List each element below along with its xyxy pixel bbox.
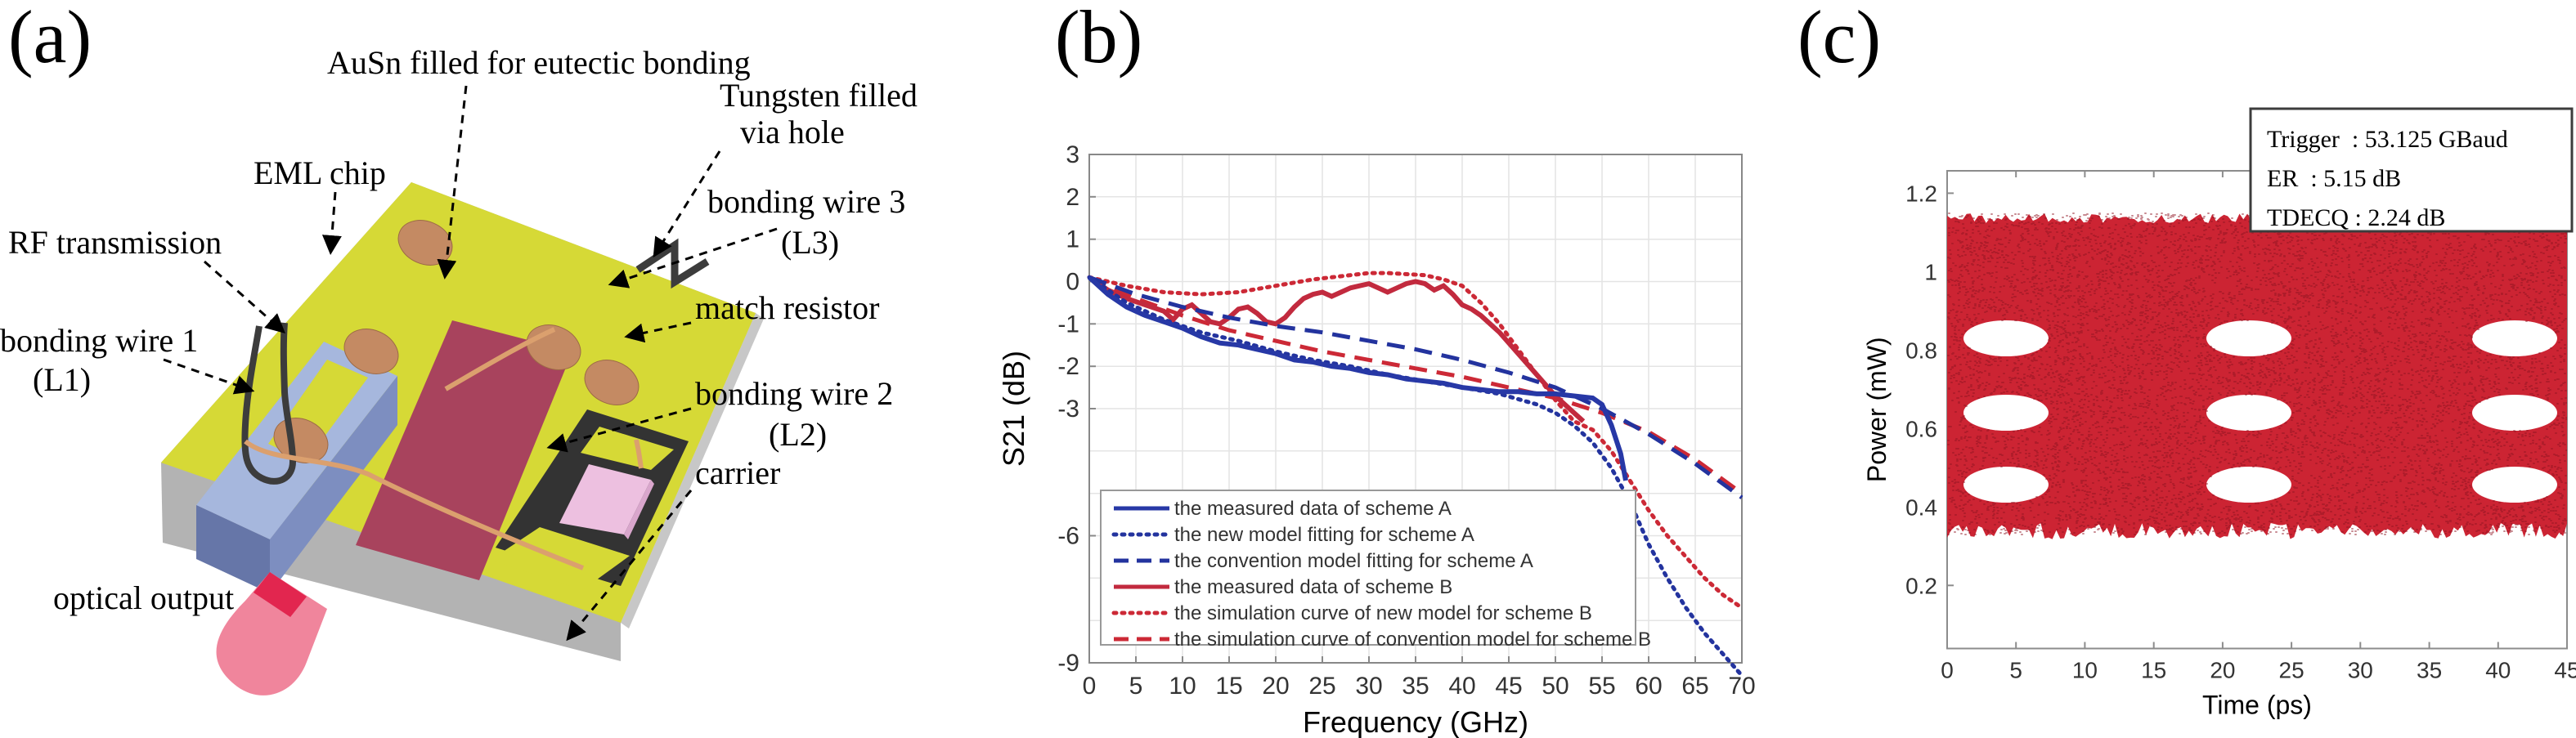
svg-text:0: 0 (1066, 269, 1079, 296)
svg-text:40: 40 (1448, 673, 1475, 700)
svg-text:50: 50 (1542, 673, 1568, 700)
svg-text:70: 70 (1728, 673, 1755, 700)
svg-text:25: 25 (2279, 658, 2304, 683)
svg-text:10: 10 (1169, 673, 1196, 700)
svg-text:bonding wire 3: bonding wire 3 (707, 183, 905, 220)
svg-text:TDECQ : 2.24 dB: TDECQ : 2.24 dB (2267, 204, 2445, 231)
svg-text:10: 10 (2072, 658, 2098, 683)
svg-text:40: 40 (2485, 658, 2511, 683)
svg-text:60: 60 (1635, 673, 1662, 700)
svg-text:0: 0 (1083, 673, 1097, 700)
svg-text:0: 0 (1941, 658, 1954, 683)
svg-text:1: 1 (1066, 226, 1079, 253)
svg-text:-2: -2 (1057, 353, 1079, 380)
svg-text:35: 35 (1402, 673, 1429, 700)
svg-text:15: 15 (1215, 673, 1242, 700)
svg-text:65: 65 (1681, 673, 1708, 700)
svg-text:5: 5 (1129, 673, 1143, 700)
svg-text:1: 1 (1924, 259, 1937, 284)
svg-text:-1: -1 (1057, 311, 1079, 338)
svg-text:45: 45 (1495, 673, 1522, 700)
svg-text:Trigger : 53.125 GBaud: Trigger : 53.125 GBaud (2267, 126, 2508, 153)
svg-text:bonding wire 1: bonding wire 1 (0, 322, 198, 359)
svg-text:Tungsten filled: Tungsten filled (720, 77, 918, 114)
svg-text:30: 30 (1355, 673, 1382, 700)
svg-text:via hole: via hole (740, 114, 845, 150)
svg-text:55: 55 (1588, 673, 1615, 700)
svg-text:35: 35 (2417, 658, 2442, 683)
svg-text:the simulation curve of new mo: the simulation curve of new model for sc… (1174, 602, 1592, 624)
svg-text:(L1): (L1) (33, 361, 91, 398)
svg-text:0.6: 0.6 (1905, 416, 1937, 441)
svg-text:AuSn filled for eutectic bondi: AuSn filled for eutectic bonding (327, 44, 751, 81)
svg-text:20: 20 (1262, 673, 1289, 700)
svg-text:carrier: carrier (695, 454, 780, 491)
svg-text:0.2: 0.2 (1905, 573, 1937, 598)
svg-text:0.4: 0.4 (1905, 494, 1937, 520)
svg-text:45: 45 (2554, 658, 2576, 683)
svg-text:1.2: 1.2 (1905, 181, 1937, 206)
svg-text:30: 30 (2348, 658, 2373, 683)
svg-text:ER : 5.15 dB: ER : 5.15 dB (2267, 165, 2401, 192)
svg-text:EML chip: EML chip (254, 154, 386, 191)
svg-text:the convention model fitting f: the convention model fitting for scheme … (1174, 550, 1533, 572)
svg-text:20: 20 (2210, 658, 2235, 683)
svg-text:Frequency (GHz): Frequency (GHz) (1303, 705, 1528, 738)
svg-text:-6: -6 (1057, 523, 1079, 550)
svg-text:25: 25 (1308, 673, 1335, 700)
svg-text:(L3): (L3) (781, 224, 839, 261)
svg-text:5: 5 (2009, 658, 2022, 683)
svg-text:bonding wire 2: bonding wire 2 (695, 375, 893, 412)
svg-text:S21 (dB): S21 (dB) (997, 351, 1030, 467)
svg-text:(L2): (L2) (769, 416, 827, 453)
svg-text:0.8: 0.8 (1905, 338, 1937, 363)
svg-text:RF transmission: RF transmission (8, 224, 222, 261)
svg-text:15: 15 (2141, 658, 2166, 683)
svg-text:-3: -3 (1057, 396, 1079, 423)
svg-text:the new model fitting for sche: the new model fitting for scheme A (1174, 524, 1474, 546)
svg-text:Time (ps): Time (ps) (2202, 691, 2312, 720)
svg-text:the simulation curve of conven: the simulation curve of convention model… (1174, 628, 1651, 651)
svg-text:3: 3 (1066, 141, 1079, 168)
svg-text:the measured data of scheme B: the measured data of scheme B (1174, 576, 1452, 598)
svg-text:Power (mW): Power (mW) (1862, 337, 1892, 482)
svg-text:optical output: optical output (53, 579, 234, 616)
svg-text:2: 2 (1066, 184, 1079, 211)
svg-text:the measured data of scheme A: the measured data of scheme A (1174, 498, 1452, 520)
svg-text:match resistor: match resistor (695, 289, 880, 326)
svg-text:-9: -9 (1057, 650, 1079, 677)
